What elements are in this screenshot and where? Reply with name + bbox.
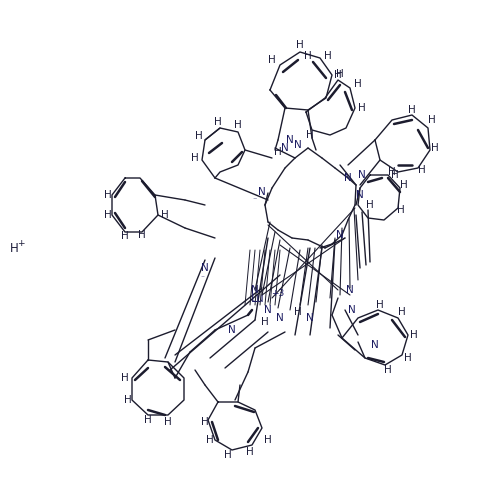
Text: N: N xyxy=(258,187,266,197)
Text: H: H xyxy=(195,131,203,141)
Text: N: N xyxy=(358,170,366,180)
Text: N: N xyxy=(276,313,284,323)
Text: H: H xyxy=(191,153,199,163)
Text: H: H xyxy=(121,373,129,383)
Text: H: H xyxy=(234,120,242,130)
Text: N: N xyxy=(346,285,354,295)
Text: N: N xyxy=(344,173,352,183)
Text: H: H xyxy=(121,231,129,241)
Text: ⁻: ⁻ xyxy=(250,298,254,307)
Text: H: H xyxy=(376,300,384,310)
Text: H: H xyxy=(138,230,146,240)
Text: H: H xyxy=(410,330,418,340)
Text: H: H xyxy=(124,395,132,405)
Text: H: H xyxy=(268,55,276,65)
Text: H: H xyxy=(264,435,272,445)
Text: H: H xyxy=(304,51,312,61)
Text: N: N xyxy=(371,340,379,350)
Text: H: H xyxy=(246,447,254,457)
Text: Lu: Lu xyxy=(251,292,265,304)
Text: H: H xyxy=(294,307,302,317)
Text: H: H xyxy=(201,417,209,427)
Text: N: N xyxy=(251,285,259,295)
Text: H: H xyxy=(418,165,426,175)
Text: H: H xyxy=(161,210,169,220)
Text: N: N xyxy=(281,143,289,153)
Text: H: H xyxy=(10,242,18,255)
Text: N: N xyxy=(286,135,294,145)
Text: N: N xyxy=(228,325,236,335)
Text: H: H xyxy=(104,190,112,200)
Text: H: H xyxy=(366,200,374,210)
Text: H: H xyxy=(391,170,399,180)
Text: H: H xyxy=(334,70,342,80)
Text: H: H xyxy=(214,117,222,127)
Text: H: H xyxy=(354,79,362,89)
Text: H: H xyxy=(336,69,344,79)
Text: H: H xyxy=(397,205,405,215)
Text: N: N xyxy=(201,263,209,273)
Text: H: H xyxy=(224,450,232,460)
Text: H: H xyxy=(358,103,366,113)
Text: H: H xyxy=(388,167,396,177)
Text: H: H xyxy=(104,210,112,220)
Text: N: N xyxy=(336,230,344,240)
Text: N: N xyxy=(348,305,356,315)
Text: N: N xyxy=(306,313,314,323)
Text: H: H xyxy=(400,180,408,190)
Text: +3: +3 xyxy=(272,288,284,298)
Text: H: H xyxy=(404,353,412,363)
Text: H: H xyxy=(431,143,439,153)
Text: N: N xyxy=(294,140,302,150)
Text: H: H xyxy=(306,130,314,140)
Text: N: N xyxy=(356,190,364,200)
Text: N: N xyxy=(264,305,272,315)
Text: ⁻: ⁻ xyxy=(253,196,257,204)
Text: H: H xyxy=(324,51,332,61)
Text: +: + xyxy=(17,240,25,248)
Text: H: H xyxy=(398,307,406,317)
Text: ⁻: ⁻ xyxy=(200,273,204,283)
Text: H: H xyxy=(206,435,214,445)
Text: H: H xyxy=(408,105,416,115)
Text: H: H xyxy=(261,317,269,327)
Text: H: H xyxy=(428,115,436,125)
Text: H: H xyxy=(144,415,152,425)
Text: H: H xyxy=(274,147,282,157)
Text: H: H xyxy=(164,417,172,427)
Text: H: H xyxy=(384,365,392,375)
Text: H: H xyxy=(296,40,304,50)
